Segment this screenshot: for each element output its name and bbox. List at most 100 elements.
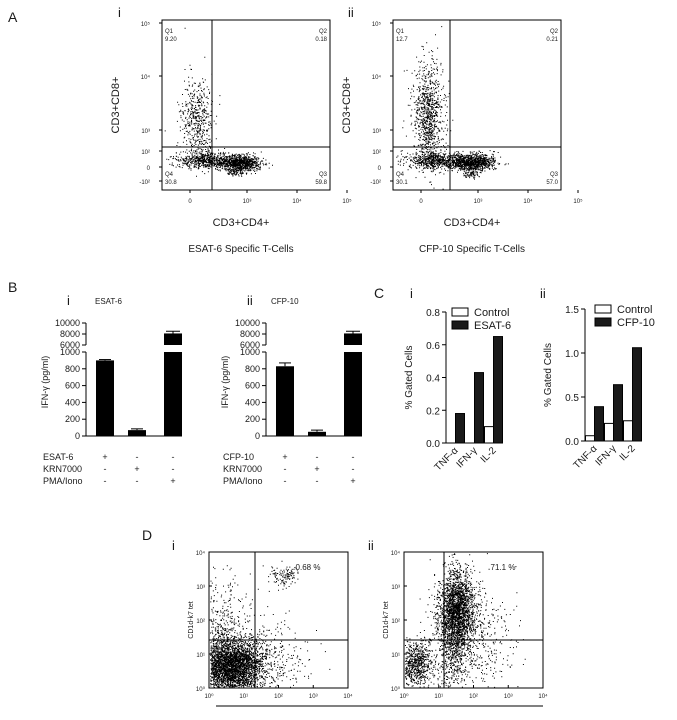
x-tick-label: 10³ — [309, 694, 318, 700]
condition-sign: + — [102, 452, 107, 462]
y-axis-label: % Gated Cells — [543, 343, 554, 407]
x-tick-label: IL-2 — [479, 445, 499, 465]
plot-frame — [403, 551, 544, 689]
bar — [493, 336, 503, 444]
y-tick-label: 10³ — [196, 585, 205, 591]
quadrant-percent: 57.0 — [546, 180, 558, 186]
panel-label-c: C — [374, 285, 384, 301]
condition-sign: - — [136, 452, 139, 462]
bar — [604, 422, 614, 442]
legend-swatch — [451, 307, 469, 317]
x-tick-label: IFN-γ — [594, 443, 619, 468]
y-axis-label: IFN-γ (pg/ml) — [40, 356, 50, 409]
y-tick-label: 0 — [147, 166, 151, 172]
quadrant-percent: 0.21 — [546, 37, 558, 43]
quadrant-percent: 9.20 — [165, 37, 177, 43]
quadrant-percent: 0.18 — [315, 37, 327, 43]
quadrant-percent: 12.7 — [396, 37, 408, 43]
legend-label: Control — [474, 307, 509, 319]
cell-events — [207, 151, 273, 176]
x-tick-label: 10² — [469, 694, 478, 700]
y-tick-label: 10⁵ — [141, 21, 151, 28]
legend-label: ESAT-6 — [474, 320, 511, 332]
condition-label: ESAT-6 — [43, 452, 73, 462]
x-tick-label: 10⁴ — [523, 198, 533, 205]
quadrant-name: Q4 — [165, 172, 174, 178]
x-tick-label: 10⁵ — [342, 198, 352, 205]
y-tick-label: 1.5 — [565, 305, 579, 316]
subpanel-label-c-i: i — [410, 286, 413, 301]
bar — [613, 384, 623, 442]
condition-sign: - — [104, 464, 107, 474]
condition-label: CFP-10 — [223, 452, 254, 462]
panel-label-d: D — [142, 527, 152, 543]
y-tick-label: 800 — [245, 364, 260, 374]
cell-events — [210, 565, 267, 688]
condition-label: PMA/Iono — [223, 476, 263, 486]
chart-a-ii: 10⁵ 10⁴ 10³ 10² 0 -10² 0 10³ 10⁴ 10⁵ Q1 12.7 Q2 0.21 Q… — [341, 19, 583, 255]
y-tick-label: 10⁴ — [372, 74, 382, 81]
subpanel-label-d-ii: ii — [368, 538, 374, 553]
x-tick-label: 10⁰ — [399, 693, 409, 700]
cell-events — [463, 168, 480, 180]
y-tick-label: 8000 — [60, 329, 80, 339]
quadrant-name: Q3 — [550, 172, 559, 178]
gate-percent: 71.1 % — [491, 563, 516, 572]
y-tick-label: 1000 — [240, 347, 260, 357]
y-tick-label: 800 — [65, 364, 80, 374]
subpanel-label-a-i: i — [118, 5, 121, 20]
y-tick-label: 10² — [141, 150, 150, 156]
y-tick-label: 8000 — [240, 329, 260, 339]
y-tick-label: 600 — [65, 381, 80, 391]
y-tick-label: 1.0 — [565, 349, 579, 360]
y-tick-label: 6000 — [240, 340, 260, 350]
quadrant-percent: 30.8 — [165, 180, 177, 186]
bar — [308, 431, 326, 436]
y-tick-label: 10000 — [235, 318, 260, 328]
y-tick-label: 10⁰ — [391, 686, 401, 693]
quadrant-percent: 30.1 — [396, 180, 408, 186]
condition-sign: - — [284, 476, 287, 486]
y-tick-label: 0.5 — [565, 393, 579, 404]
condition-sign: + — [314, 464, 319, 474]
cell-events — [432, 150, 509, 176]
y-tick-label: 0.2 — [426, 406, 440, 417]
y-tick-label: 10² — [196, 619, 205, 625]
y-tick-label: 10⁴ — [141, 74, 151, 81]
y-tick-label: 600 — [245, 381, 260, 391]
quadrant-name: Q4 — [396, 172, 405, 178]
bar — [594, 406, 604, 442]
bar — [585, 435, 595, 442]
cell-events — [262, 560, 299, 592]
quadrant-name: Q3 — [319, 172, 328, 178]
y-tick-label: 0 — [255, 431, 260, 441]
condition-sign: - — [172, 452, 175, 462]
x-tick-label: 10³ — [243, 199, 252, 205]
condition-label: PMA/Iono — [43, 476, 83, 486]
x-tick-label: 10¹ — [239, 694, 248, 700]
bar — [96, 360, 114, 436]
y-axis-label: IFN-γ (pg/ml) — [220, 356, 230, 409]
x-axis-label: CD3+CD4+ — [213, 217, 270, 229]
condition-sign: - — [316, 452, 319, 462]
bar — [164, 352, 182, 436]
y-tick-label: 10³ — [391, 585, 400, 591]
y-tick-label: 0 — [378, 166, 382, 172]
plot-frame — [392, 19, 562, 191]
cell-events — [225, 166, 246, 177]
quadrant-name: Q1 — [165, 29, 174, 35]
subpanel-label-c-ii: ii — [540, 286, 546, 301]
cell-events — [396, 145, 473, 173]
cell-events — [405, 632, 440, 688]
y-tick-label: 10⁵ — [372, 21, 382, 28]
chart-title: ESAT-6 — [95, 297, 123, 306]
condition-sign: + — [282, 452, 287, 462]
bar — [484, 426, 494, 444]
y-tick-label: 200 — [245, 414, 260, 424]
condition-sign: - — [172, 464, 175, 474]
y-axis-label: % Gated Cells — [404, 346, 415, 410]
condition-sign: + — [170, 476, 175, 486]
